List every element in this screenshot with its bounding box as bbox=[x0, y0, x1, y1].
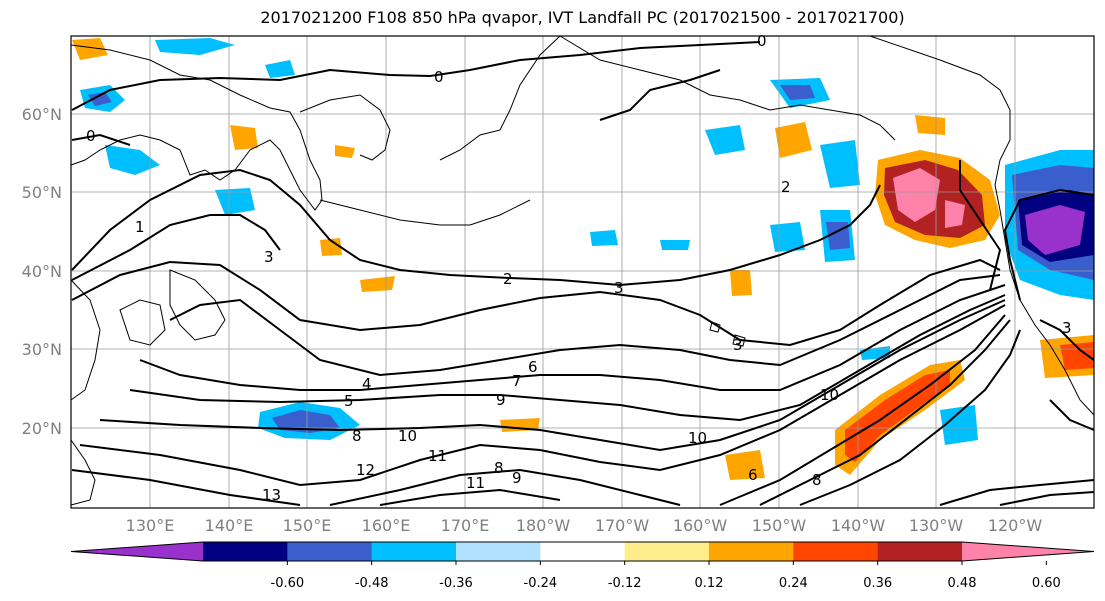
lon-label: 120°W bbox=[988, 516, 1043, 535]
contour-label: 2 bbox=[503, 270, 513, 288]
colorbar-segment bbox=[709, 542, 794, 561]
lat-label: 30°N bbox=[22, 340, 62, 359]
colorbar-segment bbox=[540, 542, 626, 561]
colorbar-segment bbox=[287, 542, 373, 561]
lat-label: 50°N bbox=[22, 183, 62, 202]
map-frame bbox=[70, 35, 1095, 509]
lon-label: 150°W bbox=[752, 516, 807, 535]
colorbar-segment bbox=[793, 542, 879, 561]
colorbar-tick-label: 0.24 bbox=[779, 576, 808, 591]
contour-label: 4 bbox=[362, 375, 372, 393]
contour-label: 6 bbox=[748, 466, 758, 484]
contour-labels: 0 0 0 1 2 2 3 3 3 4 5 6 7 8 9 10 10 10 1… bbox=[86, 32, 1072, 504]
colorbar-extension-high bbox=[962, 542, 1094, 561]
contour-label: 11 bbox=[428, 447, 447, 465]
lon-label: 170°E bbox=[441, 516, 490, 535]
contour-label: 7 bbox=[512, 372, 522, 390]
lon-label: 140°W bbox=[831, 516, 886, 535]
colorbar: -0.60 -0.48 -0.36 -0.24 -0.12 0.12 0.24 0.36 0.4… bbox=[70, 541, 1095, 591]
contour-label: 0 bbox=[757, 32, 767, 50]
colorbar-segment bbox=[371, 542, 457, 561]
colorbar-tick-label: -0.12 bbox=[608, 576, 642, 591]
colorbar-segment bbox=[203, 542, 288, 561]
lon-label: 170°W bbox=[595, 516, 650, 535]
contour-label: 9 bbox=[512, 469, 522, 487]
colorbar-tick-label: -0.24 bbox=[524, 576, 558, 591]
contour-label: 13 bbox=[262, 486, 281, 504]
colorbar-tick-label: 0.60 bbox=[1032, 576, 1061, 591]
colorbar-tick-label: 0.48 bbox=[948, 576, 977, 591]
contour-label: 8 bbox=[812, 471, 822, 489]
contour-label: 1 bbox=[135, 218, 145, 236]
colorbar-segment bbox=[624, 542, 710, 561]
lon-label: 160°E bbox=[362, 516, 411, 535]
lat-label: 40°N bbox=[22, 262, 62, 281]
contour-label: 10 bbox=[820, 386, 839, 404]
colorbar-segment bbox=[456, 542, 541, 561]
colorbar-extension-low bbox=[71, 542, 203, 561]
contour-label: 10 bbox=[688, 429, 707, 447]
lon-label: 180°W bbox=[516, 516, 571, 535]
lat-label: 20°N bbox=[22, 419, 62, 438]
anomaly-shading bbox=[72, 38, 1094, 480]
colorbar-tick-label: -0.36 bbox=[439, 576, 473, 591]
contour-label: 10 bbox=[398, 427, 417, 445]
contour-label: 8 bbox=[494, 459, 504, 477]
lat-label: 60°N bbox=[22, 105, 62, 124]
contour-label: 5 bbox=[344, 392, 354, 410]
contour-label: 3 bbox=[733, 336, 743, 354]
lon-label: 160°W bbox=[673, 516, 728, 535]
map-panel bbox=[71, 36, 1094, 508]
lon-label: 130°W bbox=[909, 516, 964, 535]
longitude-labels: 130°E 140°E 150°E 160°E 170°E 180°W 170°… bbox=[126, 516, 1043, 535]
latitude-labels: 60°N 50°N 40°N 30°N 20°N bbox=[22, 105, 62, 438]
contour-label: 11 bbox=[466, 474, 485, 492]
contour-label: 6 bbox=[528, 358, 538, 376]
map-title: 2017021200 F108 850 hPa qvapor, IVT Land… bbox=[260, 8, 905, 27]
colorbar-tick-label: 0.12 bbox=[695, 576, 724, 591]
coastlines bbox=[70, 35, 1095, 506]
colorbar-segment bbox=[877, 542, 963, 561]
ivt-contours bbox=[71, 41, 1095, 506]
contour-label: 3 bbox=[614, 279, 624, 297]
contour-label: 3 bbox=[1062, 319, 1072, 337]
lon-label: 150°E bbox=[283, 516, 332, 535]
contour-label: 3 bbox=[264, 248, 274, 266]
contour-label: 8 bbox=[352, 427, 362, 445]
contour-label: 12 bbox=[356, 461, 375, 479]
contour-label: 9 bbox=[496, 391, 506, 409]
contour-label: 0 bbox=[86, 127, 96, 145]
lon-label: 130°E bbox=[126, 516, 175, 535]
colorbar-tick-label: 0.36 bbox=[863, 576, 892, 591]
contour-label: 2 bbox=[781, 178, 791, 196]
colorbar-tick-label: -0.48 bbox=[355, 576, 389, 591]
colorbar-tick-label: -0.60 bbox=[271, 576, 305, 591]
lon-label: 140°E bbox=[205, 516, 254, 535]
contour-label: 0 bbox=[434, 68, 444, 86]
